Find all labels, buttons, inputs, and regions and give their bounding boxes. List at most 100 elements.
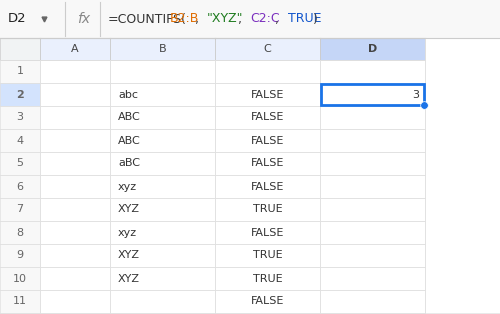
- Bar: [40, 244, 110, 267]
- Text: B2:B: B2:B: [170, 13, 200, 25]
- Bar: [40, 129, 110, 152]
- Bar: [320, 106, 425, 129]
- Text: 3: 3: [16, 112, 24, 122]
- Bar: [320, 221, 425, 244]
- Bar: [320, 267, 425, 290]
- Text: TRUE: TRUE: [252, 251, 282, 261]
- Text: XYZ: XYZ: [118, 204, 140, 214]
- Text: C2:C: C2:C: [250, 13, 280, 25]
- Bar: [320, 290, 425, 313]
- Bar: [320, 244, 425, 267]
- Bar: [320, 38, 425, 60]
- Bar: [215, 38, 320, 60]
- Bar: [320, 60, 425, 83]
- Bar: [0, 221, 40, 244]
- Text: fx: fx: [77, 12, 90, 26]
- Bar: [40, 221, 110, 244]
- Bar: [320, 83, 425, 106]
- Bar: [110, 106, 215, 129]
- Bar: [40, 267, 110, 290]
- Text: abc: abc: [118, 89, 138, 100]
- Bar: [320, 175, 425, 198]
- Bar: [110, 38, 215, 60]
- Text: FALSE: FALSE: [251, 181, 284, 192]
- Bar: [0, 175, 40, 198]
- Bar: [320, 152, 425, 175]
- Text: 2: 2: [16, 89, 24, 100]
- Bar: [40, 60, 110, 83]
- Bar: [40, 106, 110, 129]
- Bar: [0, 38, 40, 60]
- Bar: [215, 106, 320, 129]
- Text: 6: 6: [16, 181, 24, 192]
- Text: TRUE: TRUE: [252, 273, 282, 284]
- Bar: [40, 290, 110, 313]
- Text: FALSE: FALSE: [251, 89, 284, 100]
- Text: =COUNTIFS(: =COUNTIFS(: [108, 13, 187, 25]
- Text: FALSE: FALSE: [251, 112, 284, 122]
- Text: 5: 5: [16, 159, 24, 169]
- Bar: [110, 244, 215, 267]
- Text: TRUE: TRUE: [252, 204, 282, 214]
- Bar: [215, 152, 320, 175]
- Bar: [321, 84, 424, 105]
- Text: 4: 4: [16, 136, 24, 145]
- Bar: [0, 267, 40, 290]
- Text: 1: 1: [16, 67, 24, 77]
- Bar: [0, 60, 40, 83]
- Text: ABC: ABC: [118, 136, 141, 145]
- Text: B: B: [158, 44, 166, 54]
- Bar: [110, 221, 215, 244]
- Text: D2: D2: [8, 13, 26, 25]
- Bar: [215, 198, 320, 221]
- Bar: [215, 221, 320, 244]
- Text: aBC: aBC: [118, 159, 140, 169]
- Text: ): ): [312, 13, 318, 25]
- Text: 11: 11: [13, 296, 27, 306]
- Bar: [40, 152, 110, 175]
- Bar: [0, 152, 40, 175]
- Bar: [320, 198, 425, 221]
- Bar: [215, 244, 320, 267]
- Text: 7: 7: [16, 204, 24, 214]
- Bar: [110, 129, 215, 152]
- Bar: [110, 175, 215, 198]
- Text: A: A: [71, 44, 79, 54]
- Text: 3: 3: [412, 89, 419, 100]
- Bar: [110, 198, 215, 221]
- Bar: [215, 267, 320, 290]
- Text: ,: ,: [195, 13, 203, 25]
- Bar: [0, 129, 40, 152]
- Text: C: C: [264, 44, 272, 54]
- Bar: [0, 0, 500, 38]
- Bar: [320, 129, 425, 152]
- Bar: [110, 290, 215, 313]
- Bar: [40, 198, 110, 221]
- Text: ABC: ABC: [118, 112, 141, 122]
- Bar: [215, 83, 320, 106]
- Text: D: D: [368, 44, 377, 54]
- Text: xyz: xyz: [118, 228, 137, 237]
- Bar: [110, 152, 215, 175]
- Bar: [40, 175, 110, 198]
- Bar: [0, 244, 40, 267]
- Bar: [0, 198, 40, 221]
- Bar: [110, 267, 215, 290]
- Text: "XYZ": "XYZ": [207, 13, 244, 25]
- Text: xyz: xyz: [118, 181, 137, 192]
- Text: FALSE: FALSE: [251, 159, 284, 169]
- Text: XYZ: XYZ: [118, 273, 140, 284]
- Bar: [40, 38, 110, 60]
- Bar: [40, 83, 110, 106]
- Bar: [215, 290, 320, 313]
- Text: FALSE: FALSE: [251, 136, 284, 145]
- Bar: [110, 60, 215, 83]
- Text: TRUE: TRUE: [288, 13, 322, 25]
- Text: 8: 8: [16, 228, 24, 237]
- Text: FALSE: FALSE: [251, 228, 284, 237]
- Text: FALSE: FALSE: [251, 296, 284, 306]
- Bar: [215, 175, 320, 198]
- Bar: [0, 83, 40, 106]
- Bar: [0, 106, 40, 129]
- Text: XYZ: XYZ: [118, 251, 140, 261]
